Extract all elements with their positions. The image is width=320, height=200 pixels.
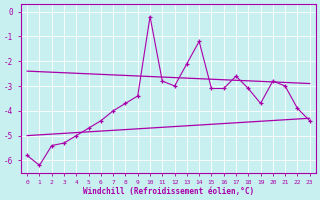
X-axis label: Windchill (Refroidissement éolien,°C): Windchill (Refroidissement éolien,°C): [83, 187, 254, 196]
